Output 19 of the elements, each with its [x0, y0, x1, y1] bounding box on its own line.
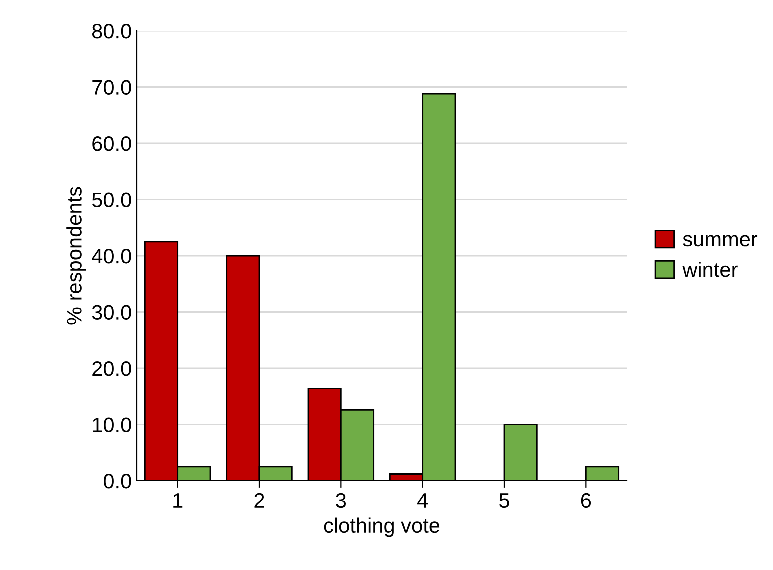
y-tick-label: 40.0 — [92, 249, 132, 264]
x-tick-label: 1 — [174, 494, 183, 508]
y-tick-label: 50.0 — [92, 192, 132, 208]
x-tick-label: 3 — [336, 493, 346, 508]
y-tick-label: 10.0 — [93, 418, 132, 433]
x-axis-title: clothing vote — [324, 518, 440, 538]
x-tick-label: 4 — [418, 494, 428, 508]
x-tick-label: 5 — [500, 494, 510, 508]
y-tick-label: 20.0 — [92, 362, 132, 376]
y-tick-label: 30.0 — [92, 305, 132, 320]
y-axis-title: % respondents — [66, 187, 86, 325]
x-tick-label: 6 — [581, 493, 592, 508]
legend-label: winter — [682, 262, 738, 278]
y-tick-label: 70.0 — [92, 80, 132, 96]
y-tick-label: 80.0 — [92, 24, 132, 39]
y-tick-label: 0.0 — [104, 474, 132, 489]
y-tick-label: 60.0 — [92, 136, 132, 152]
legend-label: summer — [683, 235, 758, 247]
x-tick-label: 2 — [254, 493, 264, 508]
